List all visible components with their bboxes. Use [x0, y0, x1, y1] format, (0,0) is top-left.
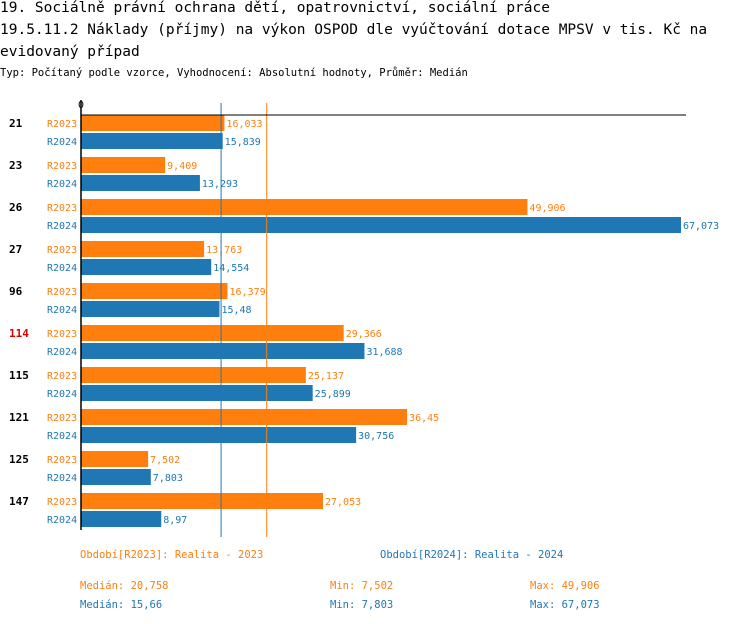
- data-label: 36,45: [409, 413, 439, 424]
- bar: [81, 199, 528, 215]
- data-label: 16,379: [230, 287, 266, 298]
- data-label: 8,97: [163, 515, 187, 526]
- series-label: R2023: [47, 119, 77, 130]
- category-label: 121: [9, 411, 29, 424]
- series-label: R2024: [47, 515, 77, 526]
- data-label: 13,763: [206, 245, 242, 256]
- chart-subtitle: Typ: Počítaný podle vzorce, Vyhodnocení:…: [0, 67, 468, 79]
- data-label: 15,48: [221, 305, 251, 316]
- data-label: 7,803: [153, 473, 183, 484]
- series-label: R2024: [47, 473, 77, 484]
- data-label: 9,409: [167, 161, 197, 172]
- legend-r2023: Období[R2023]: Realita - 2023: [80, 549, 264, 561]
- data-label: 30,756: [358, 431, 394, 442]
- bar: [81, 451, 149, 467]
- series-label: R2023: [47, 371, 77, 382]
- bar: [81, 241, 205, 257]
- category-label: 23: [9, 159, 22, 172]
- data-label: 31,688: [366, 347, 402, 358]
- data-label: 67,073: [683, 221, 719, 232]
- data-label: 25,899: [315, 389, 351, 400]
- bar: [81, 283, 228, 299]
- bar: [81, 427, 357, 443]
- bar: [81, 259, 212, 275]
- category-label: 96: [9, 285, 23, 298]
- bar: [81, 409, 408, 425]
- series-label: R2023: [47, 245, 77, 256]
- chart-title-line-1: 19. Sociálně právní ochrana dětí, opatro…: [0, 0, 550, 16]
- data-label: 16,033: [226, 119, 262, 130]
- bar: [81, 157, 166, 173]
- category-label: 147: [9, 495, 29, 508]
- chart-title-line-3: evidovaný případ: [0, 44, 140, 60]
- legend-r2024: Období[R2024]: Realita - 2024: [380, 549, 564, 561]
- bar-chart: 21 R2023 16,033 R2024 15,839 23 R2023 9,409 R202…: [9, 100, 719, 537]
- bar: [81, 367, 306, 383]
- data-label: 27,053: [325, 497, 361, 508]
- series-label: R2023: [47, 329, 77, 340]
- series-label: R2024: [47, 137, 77, 148]
- series-label: R2024: [47, 263, 77, 274]
- x-tick-label: 0: [78, 100, 84, 111]
- chart-title-line-2: 19.5.11.2 Náklady (příjmy) na výkon OSPO…: [0, 22, 708, 38]
- bar: [81, 385, 313, 401]
- series-label: R2024: [47, 179, 77, 190]
- series-label: R2023: [47, 287, 77, 298]
- bar: [81, 301, 220, 317]
- bar: [81, 493, 324, 509]
- category-label: 115: [9, 369, 29, 382]
- max-r2024: Max: 67,073: [530, 599, 600, 611]
- series-label: R2023: [47, 497, 77, 508]
- series-label: R2023: [47, 413, 77, 424]
- data-label: 49,906: [529, 203, 565, 214]
- series-label: R2023: [47, 455, 77, 466]
- data-label: 13,293: [202, 179, 238, 190]
- min-r2023: Min: 7,502: [330, 580, 394, 592]
- series-label: R2024: [47, 347, 77, 358]
- bar: [81, 325, 344, 341]
- bar: [81, 133, 223, 149]
- median-r2023: Medián: 20,758: [80, 580, 169, 592]
- category-label: 21: [9, 117, 23, 130]
- category-label: 27: [9, 243, 22, 256]
- bar: [81, 217, 681, 233]
- min-r2024: Min: 7,803: [330, 599, 394, 611]
- category-label: 114: [9, 327, 29, 340]
- data-label: 15,839: [225, 137, 261, 148]
- category-label: 26: [9, 201, 23, 214]
- data-label: 29,366: [346, 329, 382, 340]
- series-label: R2024: [47, 305, 77, 316]
- data-label: 14,554: [213, 263, 249, 274]
- median-r2024: Medián: 15,66: [80, 599, 163, 611]
- series-label: R2024: [47, 221, 77, 232]
- max-r2023: Max: 49,906: [530, 580, 600, 592]
- bar: [81, 511, 162, 527]
- series-label: R2023: [47, 203, 77, 214]
- data-label: 25,137: [308, 371, 344, 382]
- bar: [81, 343, 365, 359]
- series-label: R2024: [47, 431, 77, 442]
- category-label: 125: [9, 453, 29, 466]
- series-label: R2023: [47, 161, 77, 172]
- bar: [81, 175, 200, 191]
- bar: [81, 469, 151, 485]
- series-label: R2024: [47, 389, 77, 400]
- bar: [81, 115, 225, 131]
- data-label: 7,502: [150, 455, 180, 466]
